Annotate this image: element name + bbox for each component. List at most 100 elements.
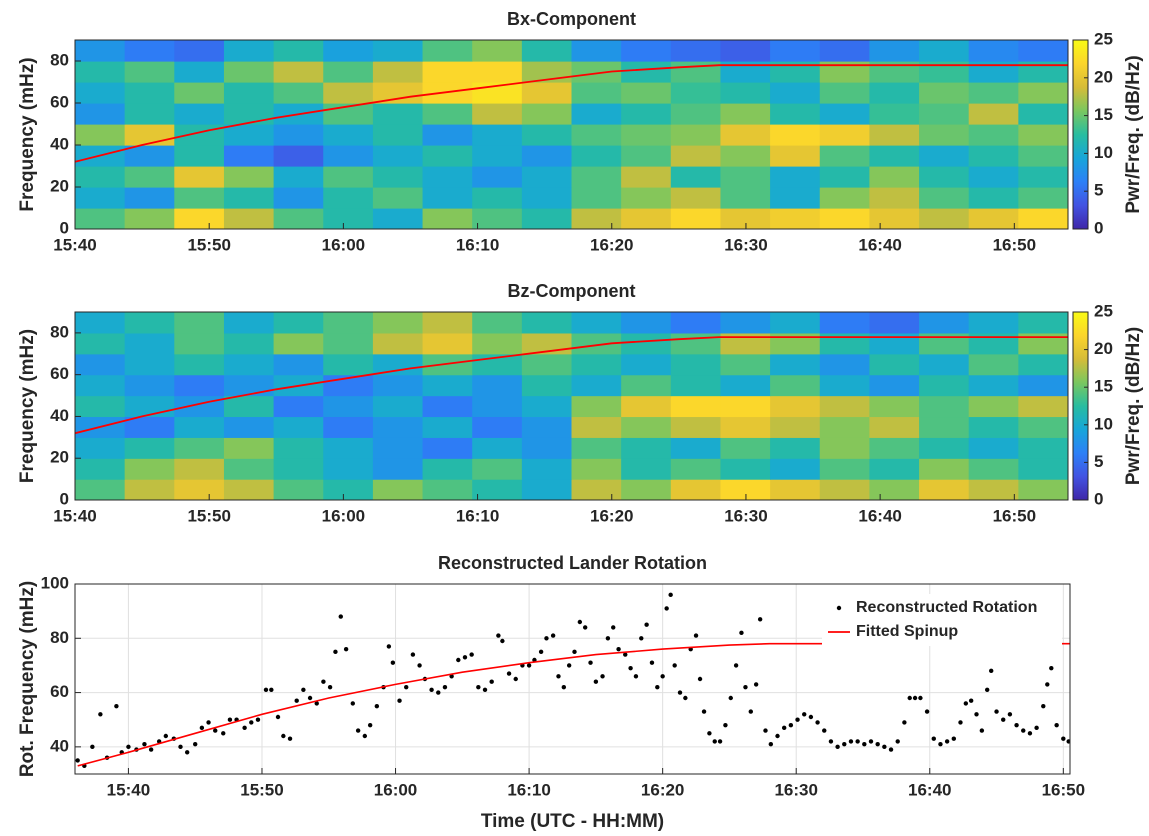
scatter-point — [963, 701, 969, 706]
scatter-point — [938, 741, 943, 747]
y-tick-label: 0 — [60, 218, 69, 237]
heatmap-cell — [174, 187, 225, 209]
heatmap-cell — [521, 103, 573, 125]
heatmap-cell — [174, 479, 225, 500]
heatmap-cell — [422, 332, 473, 355]
scatter-point — [1054, 722, 1059, 728]
scatter-point — [868, 739, 874, 744]
heatmap-cell — [968, 416, 1019, 438]
heatmap-cell — [720, 437, 771, 459]
heatmap-cell — [919, 312, 970, 334]
heatmap-cell — [124, 332, 175, 355]
heatmap-cell — [223, 479, 275, 500]
heatmap-cell — [919, 187, 970, 209]
heatmap-cell — [472, 166, 523, 188]
scatter-point — [628, 665, 633, 671]
scatter-point — [1034, 725, 1039, 731]
scatter-point — [875, 741, 880, 747]
heatmap-cell — [422, 61, 473, 83]
heatmap-cell — [472, 437, 523, 459]
heatmap-cell — [819, 208, 870, 229]
heatmap-cell — [223, 145, 275, 167]
heatmap-cell — [869, 374, 920, 397]
heatmap-cell — [124, 353, 175, 376]
heatmap-cell — [1018, 479, 1068, 500]
heatmap-cell — [422, 479, 473, 500]
heatmap-cell — [521, 40, 573, 62]
heatmap-cell — [323, 479, 374, 500]
scatter-point — [924, 709, 930, 714]
heatmap-cell — [472, 312, 523, 334]
scatter-point — [994, 709, 999, 714]
heatmap-cell — [571, 166, 622, 188]
scatter-point — [294, 698, 299, 703]
scatter-point — [287, 736, 293, 741]
heatmap-cell — [323, 145, 374, 167]
heatmap-cell — [571, 312, 622, 334]
heatmap-cell — [422, 40, 473, 62]
heatmap-cell — [273, 332, 324, 355]
scatter-point — [672, 663, 677, 668]
heatmap-cell — [323, 458, 374, 480]
heatmap-cell — [819, 40, 870, 62]
x-tick-label: 16:00 — [322, 235, 365, 254]
y-axis-label: Rot. Frequency (mHz) — [17, 581, 38, 777]
scatter-point — [968, 698, 974, 703]
scatter-point — [822, 728, 827, 733]
heatmap-cell — [422, 187, 473, 209]
heatmap-cell — [174, 61, 225, 83]
heatmap-cell — [670, 479, 722, 500]
heatmap-cell — [223, 353, 275, 376]
heatmap-cell — [323, 353, 374, 376]
scatter-point — [1001, 717, 1006, 722]
legend-label: Fitted Spinup — [856, 623, 958, 640]
heatmap-cell — [770, 353, 821, 376]
heatmap-cell — [819, 124, 870, 146]
heatmap-cell — [273, 82, 324, 104]
y-tick-label: 60 — [50, 364, 69, 383]
heatmap-cell — [174, 124, 225, 146]
heatmap-cell — [621, 166, 672, 188]
scatter-point — [500, 638, 505, 644]
heatmap-cell — [770, 124, 821, 146]
scatter-point — [148, 747, 154, 752]
heatmap-cell — [422, 312, 473, 334]
heatmap-cell — [720, 40, 771, 62]
heatmap-cell — [869, 40, 920, 62]
x-tick-label: 16:30 — [724, 235, 767, 254]
heatmap-cell — [770, 187, 821, 209]
heatmap-cell — [521, 145, 573, 167]
scatter-point — [163, 733, 169, 739]
scatter-point — [951, 736, 957, 741]
scatter-point — [795, 717, 800, 722]
heatmap-cell — [919, 40, 970, 62]
heatmap-cell — [174, 208, 225, 229]
heatmap-cell — [770, 145, 821, 167]
heatmap-cell — [968, 82, 1019, 104]
scatter-point — [763, 728, 768, 733]
scatter-point — [677, 690, 683, 695]
heatmap-cell — [968, 353, 1019, 376]
heatmap-cell — [75, 103, 126, 125]
heatmap-cell — [174, 312, 225, 334]
heatmap-cell — [621, 312, 672, 334]
scatter-point — [255, 717, 261, 722]
x-tick-label: 15:50 — [240, 780, 283, 799]
scatter-point — [588, 660, 593, 665]
heatmap-cell — [472, 332, 523, 355]
heatmap-cell — [372, 61, 424, 83]
scatter-point — [728, 695, 733, 701]
heatmap-cell — [372, 312, 424, 334]
heatmap-cell — [521, 479, 573, 500]
heatmap-cell — [819, 479, 870, 500]
fit-line — [77, 642, 1070, 767]
heatmap-cell — [621, 416, 672, 438]
heatmap-cell — [223, 395, 275, 418]
scatter-point — [707, 731, 712, 736]
x-axis-label: Time (UTC - HH:MM) — [481, 811, 664, 832]
heatmap-cell — [124, 437, 175, 459]
scatter-point — [1007, 712, 1013, 717]
heatmap-cell — [819, 187, 870, 209]
colorbar-tick-label: 20 — [1094, 339, 1113, 358]
